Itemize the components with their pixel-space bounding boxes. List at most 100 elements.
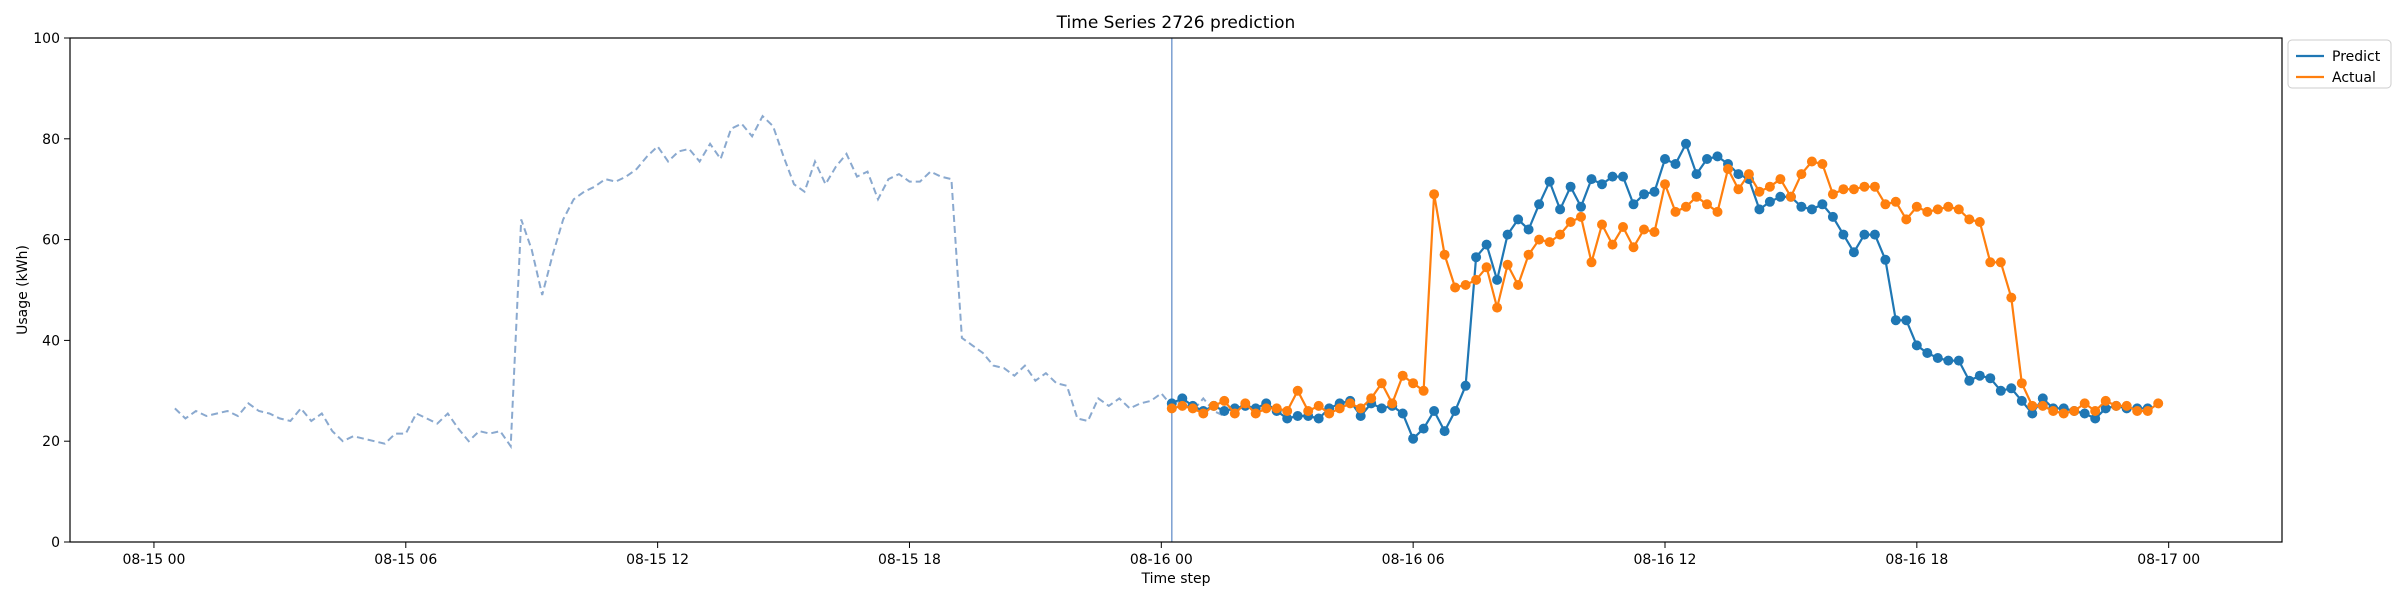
predict-point [2016,395,2027,406]
actual-point [1261,403,1272,414]
predict-point [1282,413,1293,424]
actual-point [1586,257,1597,268]
actual-point [1177,400,1188,411]
predict-point [1376,403,1387,414]
predict-point [1702,154,1712,164]
actual-point [1208,400,1219,411]
actual-point [1387,398,1398,409]
x-tick-label: 08-16 00 [1130,552,1193,568]
predict-point [1775,191,1786,202]
x-tick-label: 08-15 12 [626,552,689,568]
actual-point [1995,257,2006,268]
actual-point [1240,398,1251,409]
actual-point [2058,408,2069,419]
actual-point [1544,237,1555,248]
actual-point [1712,206,1723,217]
actual-point [2132,406,2143,416]
predict-point [1439,426,1450,437]
actual-point [1345,398,1356,409]
x-tick-label: 08-15 18 [878,552,941,568]
predict-point [1838,229,1849,240]
actual-point [1429,189,1440,200]
predict-point [1502,229,1513,240]
predict-point [1995,385,2006,396]
actual-point [1460,280,1471,290]
predict-point [1313,413,1324,424]
actual-point [1607,239,1618,250]
actual-point [1670,206,1681,217]
predict-point [1911,340,1922,351]
actual-point [1523,249,1534,260]
actual-point [2100,395,2111,406]
actual-point [1303,406,1314,416]
predict-point [1471,252,1482,263]
actual-point [2090,406,2101,416]
predict-point [1429,406,1440,416]
actual-point [1660,179,1670,190]
actual-point [1702,199,1712,210]
actual-point [1313,400,1324,411]
axes: 0 20 40 60 80 100 08-15 00 08-15 06 08-15 12 08-1… [33,31,2200,568]
actual-point [1324,408,1335,419]
actual-point [2142,406,2153,416]
predict-point [1880,254,1891,265]
legend-label-predict: Predict [2332,49,2381,65]
predict-point [1943,355,1954,366]
actual-point [1649,227,1660,237]
actual-point [1985,257,1996,268]
actual-point [1229,408,1240,419]
legend[interactable]: Predict Actual [2287,39,2392,89]
predict-point [1985,373,1996,384]
predict-point [2090,413,2101,424]
predict-point [1964,375,1975,386]
y-tick-label: 100 [33,31,60,47]
predict-point [1691,169,1702,180]
actual-line [1171,160,2159,416]
actual-point [1817,159,1828,169]
actual-point [2037,400,2048,411]
predict-point [1597,179,1607,190]
predict-point [1534,199,1545,210]
predict-point [1901,315,1912,326]
actual-point [1534,234,1545,245]
predict-point [1848,247,1859,258]
actual-point [1198,408,1209,419]
x-tick-label: 08-16 18 [1885,552,1948,568]
predict-point [1576,201,1586,212]
actual-point [1618,222,1628,232]
actual-point [1943,201,1954,212]
plot-area [174,38,2164,542]
actual-point [2048,406,2059,416]
predict-point [1890,315,1901,326]
actual-point [1366,393,1377,404]
predict-point [1544,176,1555,187]
actual-point [1859,181,1870,192]
actual-point [1775,174,1786,185]
predict-point [1827,211,1838,222]
actual-point [1355,403,1366,414]
actual-point [1292,385,1303,396]
history-series-line [174,114,1225,450]
predict-line [1171,141,2148,441]
actual-point [1471,274,1482,285]
y-tick-label: 20 [42,434,60,450]
actual-point [1555,229,1566,240]
x-tick-label: 08-15 00 [122,552,185,568]
predict-point [1869,229,1880,240]
chart-title: Time Series 2726 prediction [1056,13,1296,33]
actual-point [1827,189,1838,200]
actual-point [1219,395,1230,406]
x-tick-label: 08-17 00 [2137,552,2200,568]
actual-point [1513,280,1524,290]
y-tick-label: 0 [51,535,60,551]
predict-point [1460,380,1471,391]
actual-point [1922,206,1933,217]
x-tick-label: 08-16 06 [1382,552,1445,568]
actual-point [1932,204,1943,215]
actual-point [1974,217,1985,227]
y-tick-label: 60 [42,233,60,249]
actual-point [1628,242,1639,253]
predict-point [2027,408,2038,419]
